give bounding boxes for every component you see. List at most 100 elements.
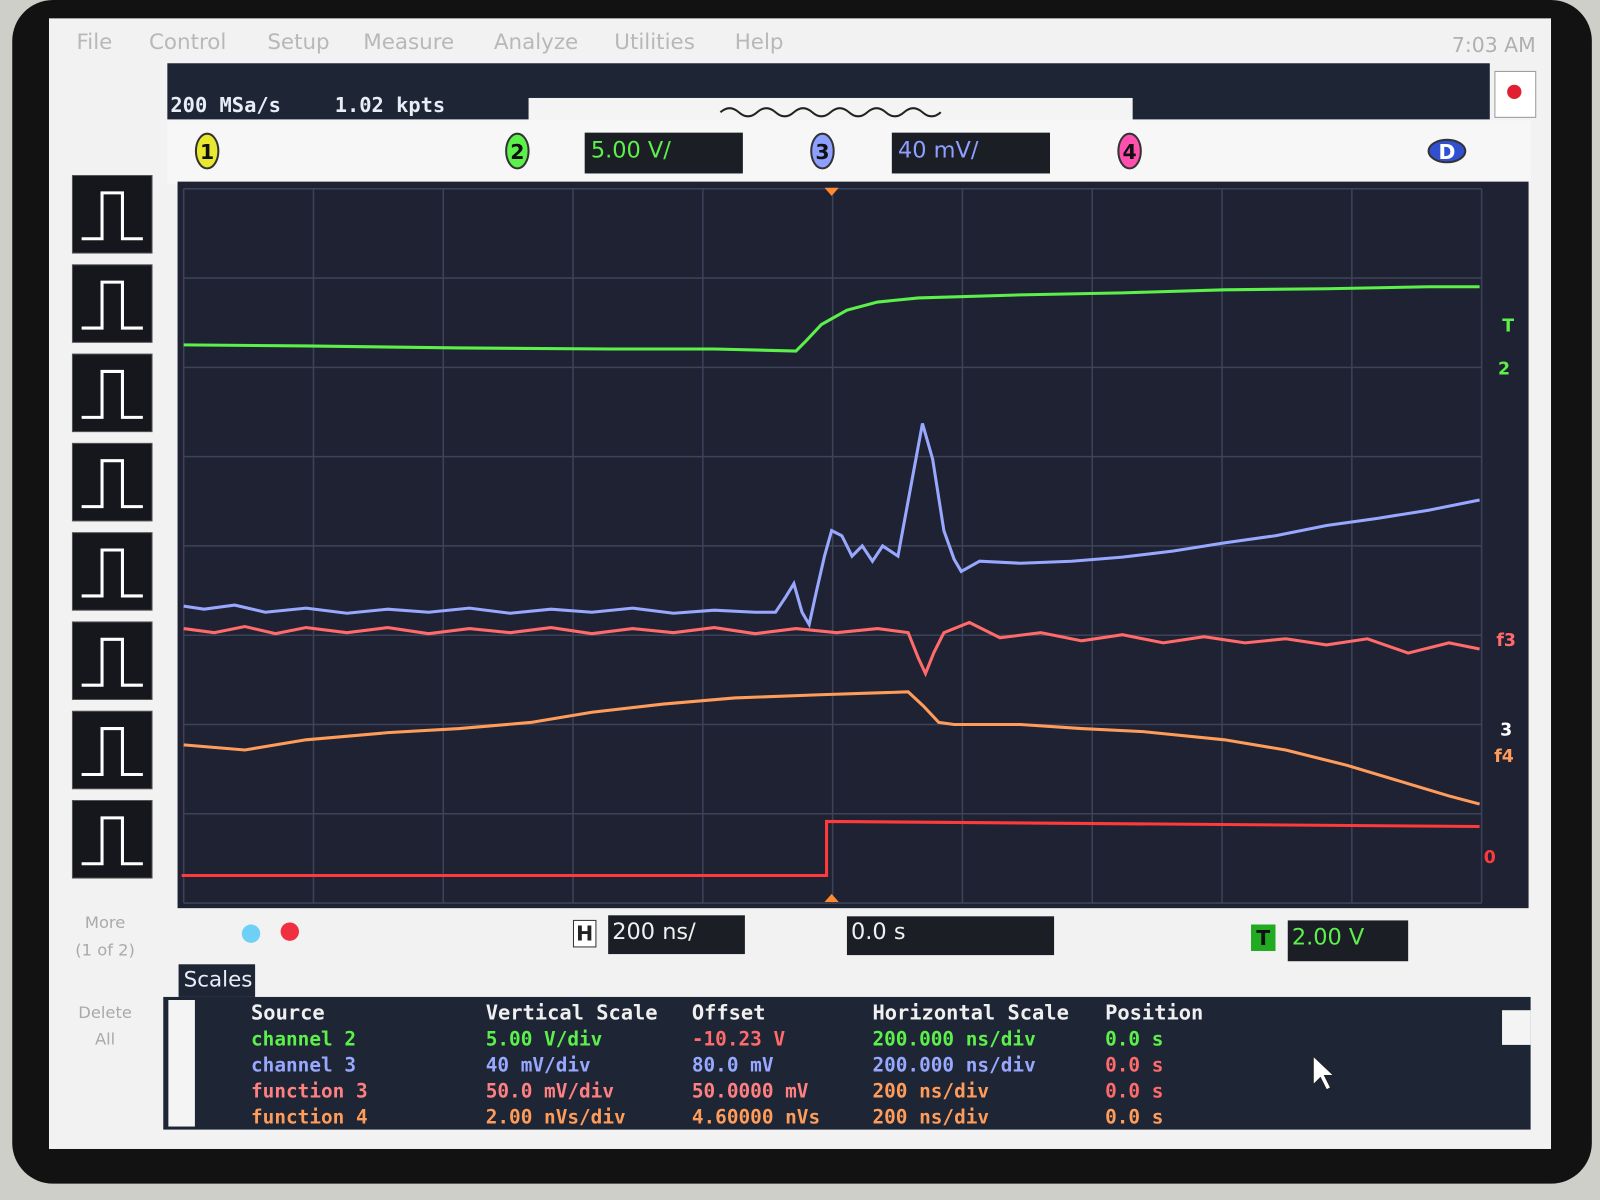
side-button[interactable] (71, 264, 153, 343)
grid (182, 188, 1483, 904)
delete-all[interactable]: Delete (78, 1003, 132, 1022)
trace-marker: 2 (1498, 359, 1510, 379)
table-cell: 0.0 s (1105, 1079, 1163, 1102)
menu-item[interactable]: File (77, 30, 113, 55)
channel-buttons: 1 2 3 4 D (194, 132, 1467, 170)
delay-box[interactable] (846, 916, 1055, 956)
trace-marker: f4 (1494, 747, 1514, 767)
status-dot (280, 922, 299, 941)
channel-label: D (1438, 140, 1455, 164)
menu-item[interactable]: Help (735, 30, 784, 55)
t-icon (1251, 924, 1276, 952)
scales-tab-label: Scales (184, 968, 253, 993)
column-header: Offset (692, 1000, 766, 1024)
trace-marker: 0 (1484, 848, 1496, 868)
table-cell: 0.0 s (1105, 1053, 1163, 1076)
menu-item[interactable]: Control (149, 30, 226, 55)
h-scale-box[interactable] (608, 915, 745, 955)
more[interactable]: More (85, 913, 125, 932)
ch3-scale-box[interactable] (891, 132, 1050, 174)
table-cell: 5.00 V/div (486, 1027, 603, 1050)
menu-item[interactable]: Measure (363, 30, 454, 55)
table-cell: 0.0 s (1105, 1027, 1163, 1050)
column-header: Horizontal Scale (872, 1000, 1068, 1024)
side-button[interactable] (71, 353, 153, 433)
column-header: Vertical Scale (486, 1000, 658, 1024)
side-icon (81, 548, 143, 598)
table-cell: 50.0000 mV (692, 1079, 809, 1102)
table-cell: 40 mV/div (486, 1053, 591, 1076)
menu-item[interactable]: Analyze (494, 30, 578, 55)
table-cell: 4.60000 nVs (692, 1105, 820, 1128)
graticule (177, 181, 1529, 909)
channel-button[interactable] (1427, 138, 1467, 164)
table-cell: 200.000 ns/div (872, 1053, 1035, 1076)
side-button[interactable] (71, 442, 153, 522)
delay: 0.0 s (851, 919, 906, 945)
channel-button[interactable] (505, 132, 530, 170)
channel-2-trace (183, 285, 1480, 353)
table-cell: function 3 (251, 1079, 368, 1102)
cursor (1312, 1054, 1335, 1091)
function-4-trace (183, 690, 1480, 806)
delete-all[interactable]: All (95, 1029, 115, 1048)
traces (181, 285, 1480, 878)
table-cell: 200.000 ns/div (872, 1027, 1035, 1050)
column-header: Source (251, 1000, 325, 1024)
side-icon (81, 369, 143, 419)
t-level-box[interactable] (1287, 920, 1409, 962)
side-button[interactable] (71, 621, 153, 701)
overview-bar (528, 97, 1133, 123)
scales-table: Source Vertical Scale Offset Horizontal Sca… (251, 1000, 1203, 1128)
menu-bar: File Control Setup Measure Analyze Utilities H… (77, 30, 784, 55)
table-cell: channel 2 (251, 1027, 356, 1050)
run-indicator (1507, 84, 1522, 99)
side-button[interactable] (71, 800, 153, 879)
table-cell: 2.00 nVs/div (486, 1105, 626, 1128)
side-button[interactable] (71, 710, 153, 790)
channel-button[interactable] (194, 132, 220, 170)
panel-button[interactable] (1502, 1010, 1531, 1045)
h-scale: 200 ns/ (612, 919, 696, 945)
channel-button[interactable] (810, 132, 835, 170)
sample-rate: 200 MSa/s (170, 93, 280, 117)
scales-tab[interactable] (178, 964, 256, 997)
side-icon (81, 459, 143, 509)
ch3-scale: 40 mV/ (898, 138, 979, 164)
table-cell: 50.0 mV/div (486, 1079, 614, 1102)
side-icon (81, 280, 143, 330)
channel-label: 3 (815, 140, 829, 164)
channel-label: 2 (510, 140, 524, 164)
menu-item[interactable]: Setup (267, 30, 329, 55)
ch2-scale: 5.00 V/ (591, 138, 671, 164)
overview-wave (719, 107, 942, 118)
table-cell: 200 ns/div (872, 1105, 989, 1128)
t-level: 2.00 V (1292, 924, 1365, 950)
scrollbar[interactable] (168, 1000, 195, 1127)
table-cell: 200 ns/div (872, 1079, 989, 1102)
table-cell: -10.23 V (692, 1027, 786, 1050)
side-buttons (71, 175, 153, 879)
function-3-trace (183, 620, 1480, 678)
ch2-scale-box[interactable] (584, 132, 743, 174)
channel-bar (167, 120, 1531, 184)
table-cell: 0.0 s (1105, 1105, 1163, 1128)
trace-marker: 3 (1500, 721, 1512, 741)
channel-button[interactable] (1117, 132, 1142, 170)
side-icon (81, 191, 143, 241)
side-button[interactable] (71, 532, 153, 611)
side-icon (81, 727, 143, 777)
page-indicator: (1 of 2) (75, 941, 135, 960)
channel-3-trace (183, 423, 1480, 629)
trace-markers: T 2 f3 3 f4 0 (1484, 317, 1516, 869)
scales-panel (163, 996, 1531, 1130)
trace-marker: T (1502, 317, 1514, 337)
trace-marker: f3 (1496, 631, 1516, 651)
t-label: T (1256, 926, 1270, 950)
side-icon (81, 637, 143, 687)
h-icon (572, 919, 597, 948)
menu-item[interactable]: Utilities (614, 30, 695, 55)
side-button[interactable] (71, 175, 153, 254)
status-dot (241, 924, 261, 943)
